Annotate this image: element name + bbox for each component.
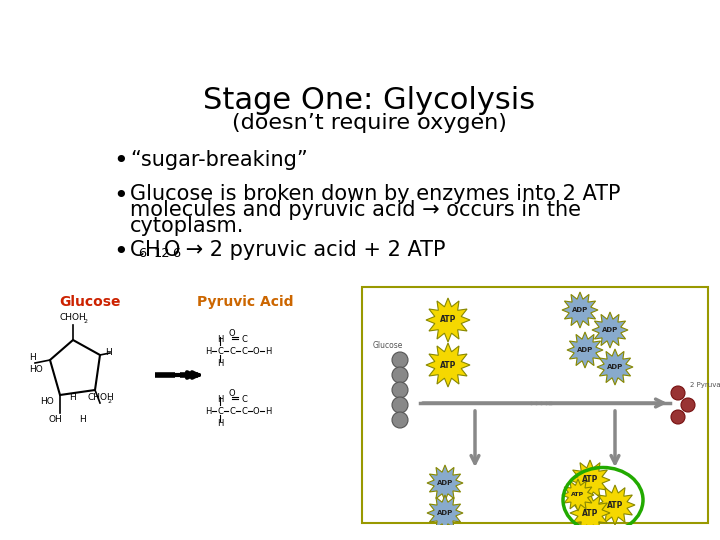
Text: C: C <box>229 347 235 356</box>
Text: C: C <box>229 407 235 416</box>
Text: H: H <box>204 347 211 356</box>
Text: CHOH: CHOH <box>87 393 114 402</box>
Text: ATP: ATP <box>582 476 598 484</box>
Text: ATP: ATP <box>440 361 456 369</box>
Text: H: H <box>70 393 76 402</box>
Polygon shape <box>567 332 603 368</box>
Text: 6: 6 <box>138 247 146 260</box>
Text: O: O <box>253 407 259 416</box>
Text: ADP: ADP <box>437 510 453 516</box>
Text: HO: HO <box>29 365 42 374</box>
Text: H: H <box>29 353 36 362</box>
Text: molecules and pyruvic acid → occurs in the: molecules and pyruvic acid → occurs in t… <box>130 200 581 220</box>
Polygon shape <box>562 292 598 328</box>
Text: 2 Pyruvate: 2 Pyruvate <box>690 382 720 388</box>
Text: Pyruvic Acid: Pyruvic Acid <box>197 295 293 309</box>
Circle shape <box>392 412 408 428</box>
Circle shape <box>392 397 408 413</box>
Circle shape <box>392 367 408 383</box>
Text: C: C <box>241 347 247 356</box>
Text: C: C <box>217 407 223 416</box>
Text: cytoplasm.: cytoplasm. <box>130 217 245 237</box>
Text: ATP: ATP <box>440 315 456 325</box>
Text: (doesn’t require oxygen): (doesn’t require oxygen) <box>232 112 506 132</box>
Text: H: H <box>217 359 223 368</box>
Text: Stage One: Glycolysis: Stage One: Glycolysis <box>203 86 535 116</box>
Polygon shape <box>595 485 635 525</box>
Text: C: C <box>217 347 223 356</box>
Text: HO: HO <box>40 397 54 406</box>
Polygon shape <box>592 312 628 348</box>
Text: •: • <box>113 150 128 173</box>
Text: “sugar-breaking”: “sugar-breaking” <box>130 150 308 170</box>
Text: ATP: ATP <box>582 509 598 517</box>
Text: ATP: ATP <box>607 501 624 510</box>
Text: C: C <box>130 240 145 260</box>
Text: OH: OH <box>48 415 62 424</box>
Text: ATP: ATP <box>572 492 585 497</box>
Text: •: • <box>113 240 128 265</box>
Polygon shape <box>570 460 610 500</box>
Text: O: O <box>229 389 235 398</box>
Polygon shape <box>426 298 470 342</box>
Text: C: C <box>241 335 247 344</box>
Text: Glucose: Glucose <box>59 295 121 309</box>
Text: H: H <box>105 348 112 357</box>
Text: C: C <box>241 395 247 404</box>
Text: 12: 12 <box>153 247 170 260</box>
Text: O: O <box>163 240 180 260</box>
Text: CHOH: CHOH <box>60 313 86 322</box>
Text: 6: 6 <box>172 247 180 260</box>
Text: H: H <box>265 407 271 416</box>
Circle shape <box>671 410 685 424</box>
Circle shape <box>392 382 408 398</box>
Circle shape <box>681 398 695 412</box>
Text: 2: 2 <box>107 399 111 404</box>
Text: Glucose is broken down by enzymes into 2 ATP: Glucose is broken down by enzymes into 2… <box>130 184 621 204</box>
Polygon shape <box>570 493 610 533</box>
Circle shape <box>392 352 408 368</box>
Text: ADP: ADP <box>572 307 588 313</box>
Text: ADP: ADP <box>577 347 593 353</box>
Text: •: • <box>113 184 128 208</box>
Polygon shape <box>427 495 463 531</box>
Text: → 2 pyruvic acid + 2 ATP: → 2 pyruvic acid + 2 ATP <box>179 240 446 260</box>
Text: ADP: ADP <box>437 480 453 486</box>
Text: H: H <box>217 419 223 428</box>
Text: H: H <box>217 395 223 404</box>
Text: ADP: ADP <box>602 327 618 333</box>
Text: H: H <box>217 335 223 344</box>
Polygon shape <box>597 349 633 385</box>
Text: 2: 2 <box>83 319 87 324</box>
Text: H: H <box>145 240 161 260</box>
Text: H: H <box>204 407 211 416</box>
Text: C: C <box>241 407 247 416</box>
Polygon shape <box>562 479 594 511</box>
Text: O: O <box>253 347 259 356</box>
Polygon shape <box>427 465 463 501</box>
Text: H: H <box>80 415 86 424</box>
Text: H: H <box>265 347 271 356</box>
Text: Glucose: Glucose <box>373 341 403 350</box>
Circle shape <box>671 386 685 400</box>
Text: O: O <box>229 329 235 338</box>
Polygon shape <box>426 343 470 387</box>
Text: ADP: ADP <box>607 364 623 370</box>
